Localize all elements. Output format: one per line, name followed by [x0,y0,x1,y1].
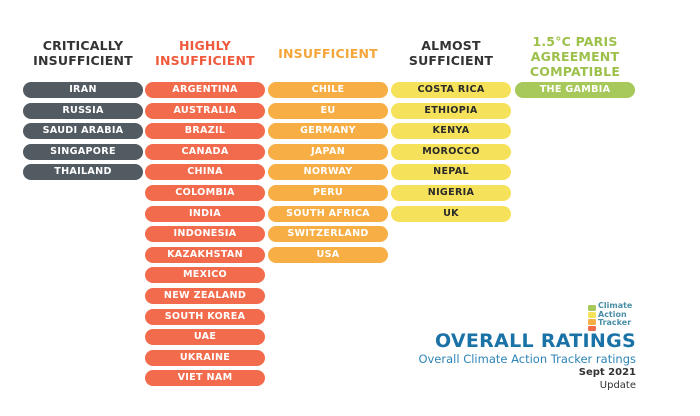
country-pill-russia: RUSSIA [23,102,143,119]
country-pill-india: INDIA [145,205,265,222]
country-pill-thailand: THAILAND [23,164,143,181]
category-header-line: SUFFICIENT [408,53,494,68]
category-header: HIGHLY INSUFFICIENT [145,38,265,68]
country-pill-argentina: ARGENTINA [145,82,265,98]
country-pill-ethiopia: ETHIOPIA [391,102,511,119]
cat-logo: Climate Action Tracker [588,301,648,335]
country-pill-china: CHINA [145,164,265,181]
country-pill-the-gambia: THE GAMBIA [515,82,635,98]
thermometer-icon [588,305,596,331]
category-header: CRITICALLY INSUFFICIENT [23,38,143,68]
country-pill-kazakhstan: KAZAKHSTAN [145,246,265,263]
country-pill-peru: PERU [268,185,388,201]
category-header-line: ALMOST [421,38,481,53]
category-header: ALMOST SUFFICIENT [391,38,511,68]
country-pill-saudi-arabia: SAUDI ARABIA [23,123,143,140]
category-header-line: INSUFFICIENT [33,53,133,68]
logo-line-2: Action [598,309,627,319]
country-pill-ukraine: UKRAINE [145,349,265,366]
country-pill-nigeria: NIGERIA [391,185,511,201]
category-header-line: 1.5°C PARIS [532,34,618,49]
country-pill-mexico: MEXICO [145,267,265,284]
country-pill-eu: EU [268,102,388,119]
country-pill-switzerland: SWITZERLAND [268,226,388,243]
country-pill-uk: UK [391,205,511,222]
date-label: Sept 2021 [578,367,636,378]
country-pill-iran: IRAN [23,82,143,98]
category-header-line: COMPATIBLE [529,64,621,79]
category-header-line: INSUFFICIENT [278,46,378,61]
country-pill-australia: AUSTRALIA [145,102,265,119]
country-pill-nepal: NEPAL [391,164,511,181]
overall-ratings-subtitle: Overall Climate Action Tracker ratings [418,352,636,366]
country-pill-uae: UAE [145,329,265,346]
update-label: Update [599,380,636,391]
category-header: INSUFFICIENT [268,46,388,61]
category-header: 1.5°C PARIS AGREEMENT COMPATIBLE [515,34,635,79]
country-pill-new-zealand: NEW ZEALAND [145,288,265,304]
category-header-line: AGREEMENT [530,49,620,64]
country-pill-brazil: BRAZIL [145,123,265,140]
country-pill-colombia: COLOMBIA [145,185,265,201]
logo-line-1: Climate [598,301,633,310]
country-pill-norway: NORWAY [268,164,388,181]
country-pill-japan: JAPAN [268,143,388,160]
country-pill-costa-rica: COSTA RICA [391,82,511,98]
country-pill-indonesia: INDONESIA [145,226,265,243]
category-header-line: HIGHLY [178,38,232,53]
country-pill-morocco: MOROCCO [391,143,511,160]
country-pill-south-korea: SOUTH KOREA [145,308,265,325]
country-pill-chile: CHILE [268,82,388,98]
logo-text: Climate Action Tracker [598,301,633,328]
country-pill-south-africa: SOUTH AFRICA [268,205,388,222]
country-pill-usa: USA [268,246,388,263]
country-pill-germany: GERMANY [268,123,388,140]
country-pill-singapore: SINGAPORE [23,143,143,160]
country-pill-kenya: KENYA [391,123,511,140]
logo-line-3: Tracker [598,318,632,327]
category-header-line: INSUFFICIENT [155,53,255,68]
country-pill-canada: CANADA [145,143,265,160]
overall-ratings-title: OVERALL RATINGS [434,330,636,352]
category-header-line: CRITICALLY [42,38,124,53]
country-pill-viet-nam: VIET NAM [145,370,265,387]
